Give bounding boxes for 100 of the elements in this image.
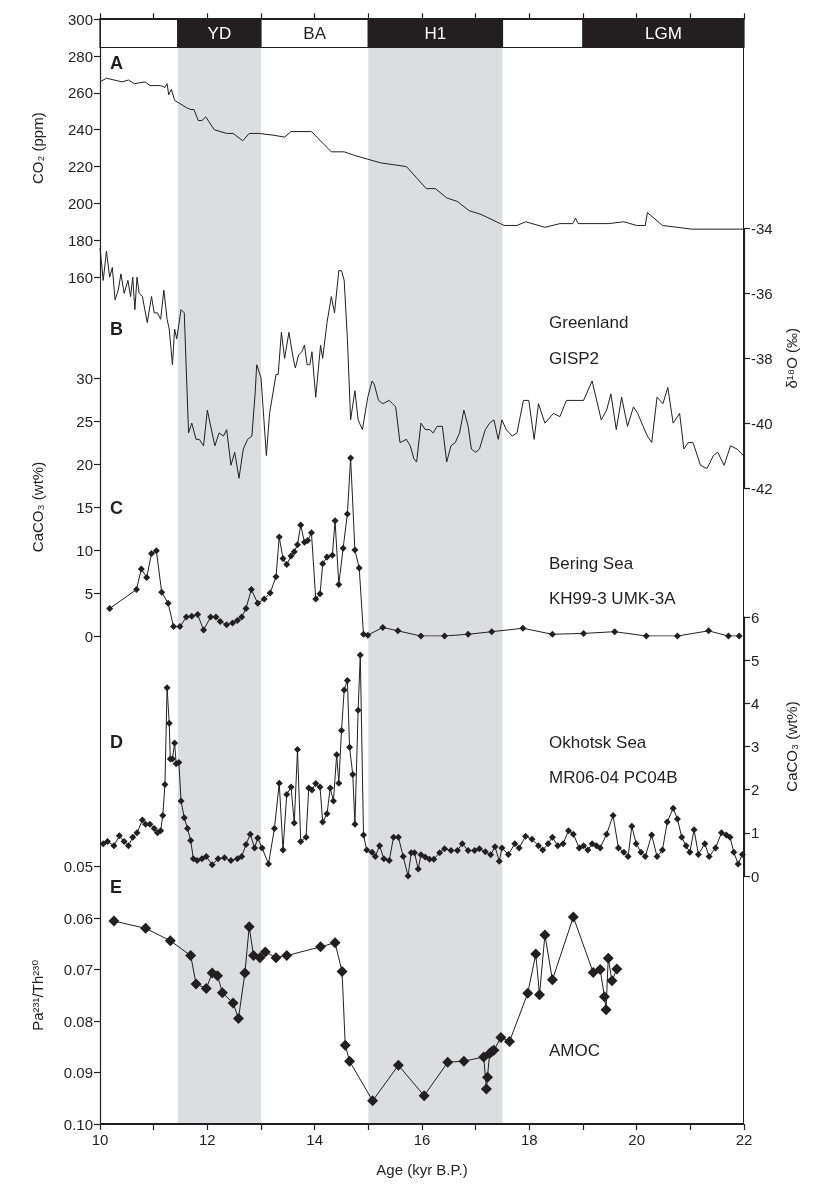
point bbox=[108, 915, 120, 927]
y-tick-label: 0.10 bbox=[63, 1115, 93, 1133]
y-tick-label: 160 bbox=[67, 268, 93, 286]
y-tick-label: 220 bbox=[67, 158, 93, 176]
point bbox=[611, 963, 623, 975]
point bbox=[534, 989, 546, 1001]
point bbox=[418, 1090, 430, 1102]
x-axis-title: Age (kyr B.P.) bbox=[376, 1161, 468, 1178]
point bbox=[587, 967, 599, 979]
point bbox=[243, 921, 255, 933]
point bbox=[392, 1059, 404, 1071]
y-tick-label: 180 bbox=[67, 231, 93, 249]
point bbox=[227, 997, 239, 1009]
point bbox=[232, 1012, 244, 1024]
y2-axis-title: δ¹⁸O (‰) bbox=[783, 328, 800, 389]
point bbox=[522, 987, 534, 999]
point bbox=[530, 948, 542, 960]
point bbox=[281, 950, 293, 962]
text: C bbox=[110, 498, 123, 518]
point bbox=[480, 1083, 492, 1095]
y2-axis-title: CaCO₃ (wt%) bbox=[783, 701, 800, 792]
point bbox=[594, 964, 606, 975]
y-tick-label: 0.07 bbox=[63, 961, 93, 978]
point bbox=[190, 978, 202, 990]
x-tick-label: 14 bbox=[306, 1131, 324, 1148]
y-axis-title: CO₂ (ppm) bbox=[29, 112, 46, 184]
y-tick-label: 0.05 bbox=[63, 858, 93, 875]
annotation: Bering Sea bbox=[549, 554, 634, 573]
point bbox=[140, 922, 152, 934]
point bbox=[200, 983, 212, 995]
y-tick-label: 10 bbox=[76, 541, 93, 559]
point bbox=[458, 1055, 470, 1067]
y-tick-label: 15 bbox=[76, 498, 93, 516]
band-label: YD bbox=[207, 23, 232, 43]
y-tick-label: 20 bbox=[76, 455, 93, 473]
point bbox=[503, 1036, 515, 1048]
point bbox=[216, 987, 228, 999]
text: B bbox=[110, 319, 123, 339]
y-axis-title: Pa²³¹/Th²³⁰ bbox=[29, 959, 46, 1031]
y2-tick-label: -42 bbox=[751, 479, 773, 497]
point bbox=[539, 929, 551, 941]
point bbox=[598, 991, 610, 1003]
point bbox=[481, 1071, 493, 1083]
y2-tick-label: 6 bbox=[751, 608, 760, 626]
y-tick-label: 5 bbox=[84, 584, 93, 602]
point bbox=[315, 941, 327, 953]
point bbox=[600, 1004, 612, 1016]
band-label: LGM bbox=[645, 23, 682, 43]
y2-tick-label: -38 bbox=[751, 349, 773, 367]
y-tick-label: 240 bbox=[67, 121, 93, 139]
point bbox=[495, 1031, 507, 1043]
y-tick-label: 260 bbox=[67, 84, 93, 102]
y2-tick-label: 3 bbox=[751, 738, 760, 755]
point bbox=[602, 952, 614, 964]
point bbox=[367, 1095, 379, 1107]
point bbox=[270, 952, 282, 964]
annotation: Okhotsk Sea bbox=[549, 733, 647, 752]
point bbox=[254, 952, 266, 964]
y2-tick-label: 2 bbox=[751, 781, 760, 799]
x-tick-label: 12 bbox=[198, 1131, 216, 1148]
y2-tick-label: -34 bbox=[751, 220, 773, 237]
point bbox=[259, 946, 271, 958]
x-tick-label: 20 bbox=[628, 1131, 646, 1148]
point bbox=[339, 1039, 351, 1051]
y-tick-label: 30 bbox=[76, 369, 93, 387]
annotation: KH99-3 UMK-3A bbox=[549, 589, 677, 608]
text: E bbox=[110, 877, 123, 897]
y-tick-label: 0 bbox=[84, 627, 93, 645]
band-label: BA bbox=[303, 23, 327, 43]
point bbox=[164, 935, 176, 947]
annotation: GISP2 bbox=[549, 349, 600, 368]
point bbox=[212, 970, 224, 982]
y2-tick-label: 5 bbox=[751, 651, 760, 669]
x-tick-label: 18 bbox=[520, 1131, 538, 1148]
y2-tick-label: 4 bbox=[751, 694, 760, 712]
y2-tick-label: -36 bbox=[751, 284, 773, 302]
y-tick-label: 300 bbox=[67, 10, 93, 28]
annotation: AMOC bbox=[549, 1041, 600, 1060]
band-label: H1 bbox=[424, 23, 447, 43]
point bbox=[329, 937, 341, 949]
point bbox=[442, 1056, 454, 1068]
annotation: Greenland bbox=[549, 313, 629, 332]
x-tick-label: 22 bbox=[735, 1131, 753, 1148]
y-tick-label: 25 bbox=[76, 412, 93, 430]
x-tick-label: 16 bbox=[413, 1131, 431, 1148]
y-tick-label: 280 bbox=[67, 47, 93, 65]
y-tick-label: 0.06 bbox=[63, 909, 93, 927]
point bbox=[546, 974, 558, 986]
y-axis-title: CaCO₃ (wt%) bbox=[29, 461, 46, 553]
y2-tick-label: 0 bbox=[751, 867, 760, 885]
point bbox=[336, 966, 348, 978]
point bbox=[344, 1055, 356, 1067]
text: A bbox=[110, 53, 123, 73]
point bbox=[606, 975, 618, 987]
annotation: MR06-04 PC04B bbox=[549, 768, 678, 787]
y-tick-label: 0.08 bbox=[63, 1012, 93, 1030]
point bbox=[239, 967, 251, 979]
text: D bbox=[110, 732, 123, 752]
y-tick-label: 200 bbox=[67, 194, 93, 212]
y-tick-label: 0.09 bbox=[63, 1064, 93, 1081]
